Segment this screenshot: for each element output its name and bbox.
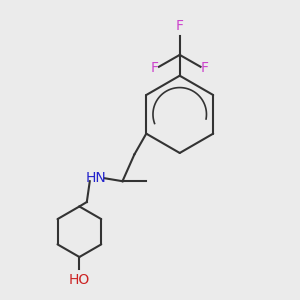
Text: HO: HO [69, 273, 90, 287]
Text: HN: HN [85, 171, 106, 185]
Text: F: F [176, 19, 184, 33]
Text: F: F [201, 61, 209, 75]
Text: F: F [151, 61, 158, 75]
